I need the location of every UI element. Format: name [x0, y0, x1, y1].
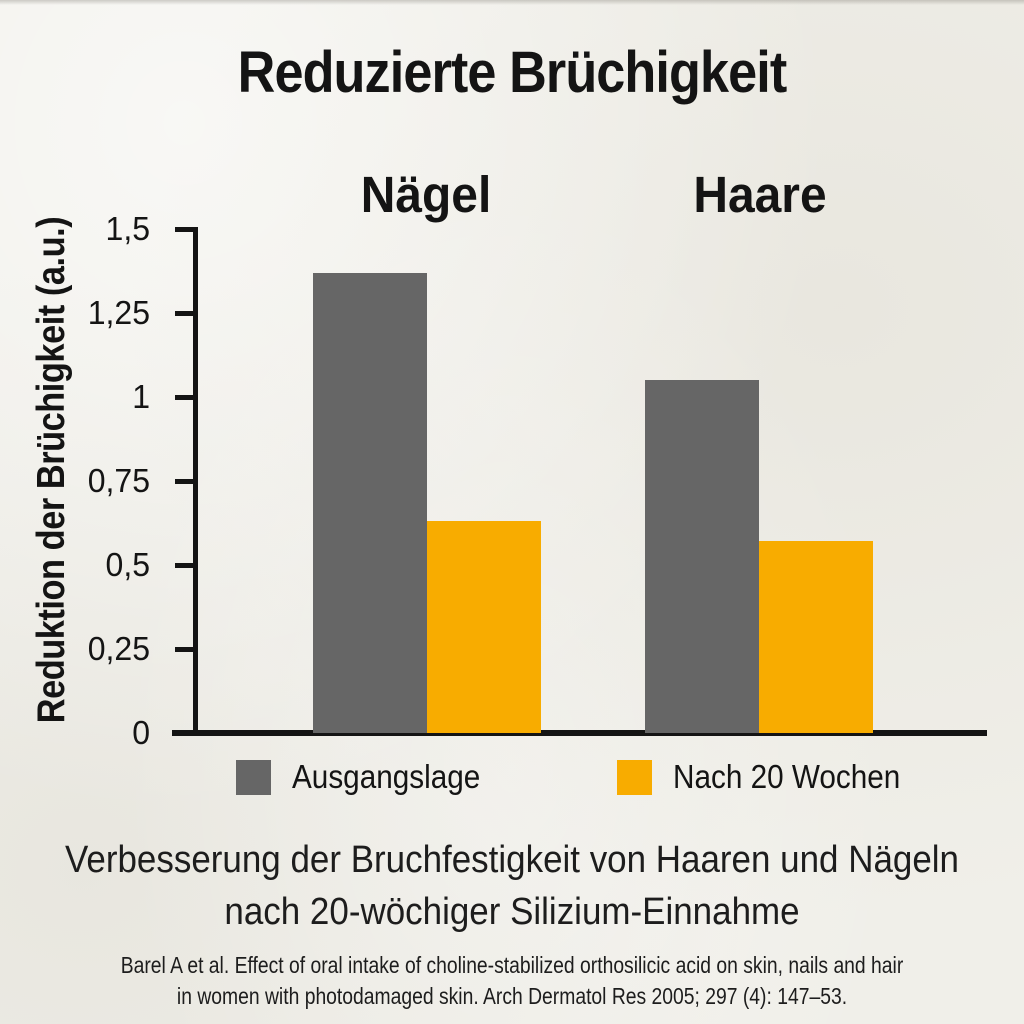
- citation-line-1: Barel A et al. Effect of oral intake of …: [120, 952, 904, 978]
- citation: Barel A et al. Effect of oral intake of …: [82, 950, 942, 1012]
- y-tick-label: 1: [132, 378, 151, 415]
- caption: Verbesserung der Bruchfestigkeit von Haa…: [41, 834, 983, 938]
- bar-haare-ausgangslage: [645, 380, 759, 733]
- x-axis-line: [172, 730, 987, 736]
- chart-title: Reduzierte Brüchigkeit: [237, 40, 788, 105]
- bar-naegel-ausgangslage: [313, 273, 427, 733]
- y-tick-label: 0: [132, 714, 151, 751]
- category-label-naegel: Nägel: [360, 166, 492, 223]
- y-tick-mark: [175, 394, 198, 400]
- y-tick-mark: [175, 478, 198, 484]
- caption-line-1: Verbesserung der Bruchfestigkeit von Haa…: [65, 839, 959, 881]
- legend: Ausgangslage Nach 20 Wochen: [0, 758, 1024, 798]
- bar-naegel-nach-20-wochen: [427, 521, 541, 733]
- y-tick-mark: [175, 226, 198, 232]
- legend-label-ausgangslage: Ausgangslage: [292, 758, 481, 795]
- y-axis-line: [193, 229, 198, 736]
- legend-item-nach-20-wochen: Nach 20 Wochen: [617, 758, 926, 796]
- y-tick-label: 0,25: [87, 630, 151, 667]
- y-axis: 1,5 1,25 1 0,75 0,5 0,25 0: [0, 211, 198, 751]
- caption-line-2: nach 20-wöchiger Silizium-Einnahme: [224, 891, 800, 933]
- plot-area: [198, 229, 988, 733]
- y-tick-label: 0,75: [87, 462, 151, 499]
- legend-swatch-orange: [617, 759, 652, 795]
- legend-item-ausgangslage: Ausgangslage: [236, 758, 501, 796]
- y-tick-label: 0,5: [105, 546, 151, 583]
- citation-line-2: in women with photodamaged skin. Arch De…: [176, 983, 848, 1009]
- y-tick-label: 1,25: [87, 294, 151, 331]
- category-label-haare: Haare: [693, 166, 827, 223]
- legend-label-nach-20-wochen: Nach 20 Wochen: [673, 758, 901, 795]
- y-tick-mark: [175, 646, 198, 652]
- legend-swatch-gray: [236, 759, 271, 795]
- y-tick-mark: [175, 310, 198, 316]
- y-tick-label: 1,5: [105, 210, 151, 247]
- bar-haare-nach-20-wochen: [759, 541, 873, 733]
- y-tick-mark: [175, 562, 198, 568]
